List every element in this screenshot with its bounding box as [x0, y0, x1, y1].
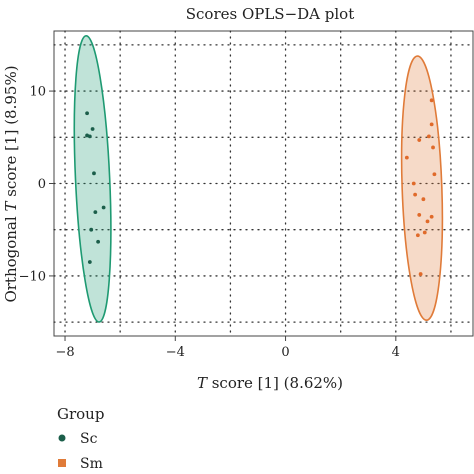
point-sc: [85, 111, 89, 116]
point-sc: [87, 134, 92, 139]
ellipse-sm: [400, 55, 444, 322]
legend-label-sc: Sc: [80, 431, 98, 447]
point-sm: [415, 233, 420, 238]
x-tick-label: 4: [392, 345, 400, 360]
y-tick-label: −10: [19, 269, 46, 284]
point-sc: [87, 260, 92, 264]
x-tick-label: −8: [55, 345, 74, 360]
plot-area: [53, 30, 474, 337]
point-sc: [90, 127, 95, 131]
point-sc: [101, 205, 106, 210]
x-tick-label: 0: [281, 345, 289, 360]
point-sm: [411, 181, 416, 186]
x-axis: −8 −4 0 4: [55, 336, 400, 360]
x-axis-label: T score [1] (8.62%): [197, 374, 343, 392]
y-axis: 10 0 −10: [19, 85, 54, 284]
ellipse-sc: [73, 34, 112, 323]
point-sm: [426, 134, 431, 139]
point-sm: [413, 192, 418, 197]
point-sc: [93, 210, 98, 215]
legend-title: Group: [57, 405, 104, 423]
legend-marker-sm: [58, 459, 66, 467]
chart-title: Scores OPLS−DA plot: [186, 5, 355, 23]
y-tick-label: 0: [38, 177, 46, 192]
point-sm: [429, 122, 434, 127]
x-tick-label: −4: [166, 345, 185, 360]
point-sc: [89, 227, 94, 232]
score-points: [85, 98, 437, 276]
point-sm: [425, 219, 430, 224]
point-sm: [418, 272, 423, 276]
legend-marker-sc: [58, 434, 66, 442]
point-sm: [421, 197, 426, 202]
legend-label-sm: Sm: [80, 456, 103, 472]
point-sc: [96, 239, 101, 244]
y-axis-label: Orthogonal T score [1] (8.95%): [2, 65, 20, 302]
point-sm: [404, 155, 409, 160]
point-sm: [417, 138, 422, 142]
y-tick-label: 10: [29, 85, 46, 100]
legend-items: Sc Sm: [58, 431, 103, 472]
point-sm: [417, 213, 422, 217]
point-sm: [429, 98, 434, 103]
confidence-ellipses: [73, 34, 444, 323]
legend: Group Sc Sm: [57, 405, 104, 472]
point-sm: [431, 145, 435, 150]
point-sm: [432, 172, 437, 177]
point-sc: [92, 171, 96, 176]
point-sm: [422, 230, 427, 235]
grid: [53, 30, 474, 337]
point-sm: [429, 214, 434, 219]
